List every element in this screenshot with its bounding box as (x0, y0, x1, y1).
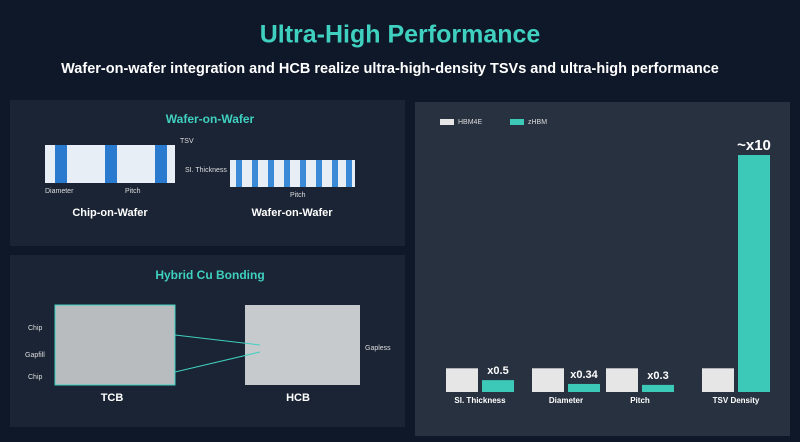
bar-chart: HBM4E zHBM x0.5 x0.34 x0.3 ~x10 SI. Thickness D… (440, 119, 771, 405)
x-tick-label: Diameter (549, 396, 583, 405)
label: Chip (28, 374, 43, 381)
tsv (155, 145, 167, 183)
label: TSV (180, 138, 194, 145)
bar (568, 383, 600, 392)
bar (446, 368, 478, 392)
value-label: ~x10 (737, 137, 771, 154)
bar (482, 380, 514, 392)
title: Ultra-High Performance (260, 21, 541, 49)
hcb-image (245, 305, 360, 385)
caption: TCB (101, 392, 124, 404)
zoom-line (174, 334, 261, 346)
value-label: x0.3 (647, 370, 668, 382)
x-tick-label: SI. Thickness (454, 396, 506, 405)
subtitle: Wafer-on-wafer integration and HCB reali… (61, 61, 719, 77)
value-label: x0.34 (570, 369, 598, 381)
caption: Chip-on-Wafer (72, 207, 148, 219)
label: Pitch (290, 192, 306, 199)
zoom-line (174, 351, 261, 373)
tsv-row (236, 160, 352, 187)
legend-label: zHBM (528, 119, 547, 126)
caption: Wafer-on-Wafer (251, 207, 333, 219)
label: Pitch (125, 188, 141, 195)
panel-title: Wafer-on-Wafer (166, 112, 255, 126)
bar (606, 368, 638, 392)
value-label: x0.5 (487, 365, 508, 377)
legend-swatch (510, 119, 524, 125)
label: Gapless (365, 345, 391, 352)
bar (642, 384, 674, 392)
label: Gapfill (25, 352, 45, 359)
label: Diameter (45, 188, 74, 195)
x-tick-label: TSV Density (713, 396, 760, 405)
x-tick-label: Pitch (630, 396, 650, 405)
bar (738, 155, 770, 392)
bar (702, 368, 734, 392)
legend-swatch (440, 119, 454, 125)
legend-label: HBM4E (458, 119, 482, 126)
tsv (55, 145, 67, 183)
label: SI. Thickness (185, 167, 227, 174)
tcb-image (54, 304, 176, 386)
caption: HCB (286, 392, 310, 404)
label: Chip (28, 325, 43, 332)
bar (532, 368, 564, 392)
tsv (105, 145, 117, 183)
panel-title: Hybrid Cu Bonding (155, 268, 264, 282)
